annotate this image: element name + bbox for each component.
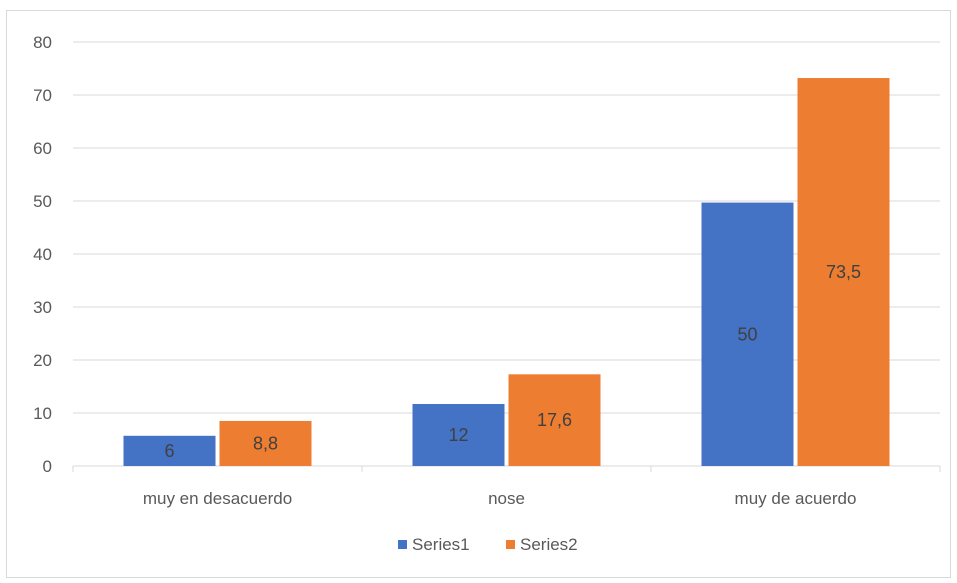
bar-series1 xyxy=(412,403,505,466)
y-tick-label: 80 xyxy=(33,33,52,52)
data-label: 17,6 xyxy=(537,410,572,430)
data-label: 73,5 xyxy=(826,262,861,282)
data-label: 6 xyxy=(164,441,174,461)
legend-label-series2: Series2 xyxy=(520,535,578,554)
x-category-label: muy en desacuerdo xyxy=(143,489,292,508)
x-category-label: nose xyxy=(488,489,525,508)
y-tick-label: 60 xyxy=(33,139,52,158)
data-label: 8,8 xyxy=(253,433,278,453)
y-tick-label: 10 xyxy=(33,404,52,423)
y-tick-label: 30 xyxy=(33,298,52,317)
y-tick-label: 0 xyxy=(43,457,52,476)
y-tick-label: 50 xyxy=(33,192,52,211)
y-tick-label: 40 xyxy=(33,245,52,264)
bar-series2 xyxy=(797,78,890,466)
x-category-label: muy de acuerdo xyxy=(735,489,857,508)
bar-series1 xyxy=(123,435,216,466)
y-tick-label: 70 xyxy=(33,86,52,105)
bar-series2 xyxy=(219,420,312,466)
legend-swatch-series1 xyxy=(398,540,407,549)
bar-series1 xyxy=(701,202,794,466)
legend-swatch-series2 xyxy=(506,540,515,549)
bar-series2 xyxy=(508,374,601,466)
y-tick-label: 20 xyxy=(33,351,52,370)
data-label: 50 xyxy=(737,324,757,344)
legend-label-series1: Series1 xyxy=(412,535,470,554)
data-label: 12 xyxy=(448,425,468,445)
